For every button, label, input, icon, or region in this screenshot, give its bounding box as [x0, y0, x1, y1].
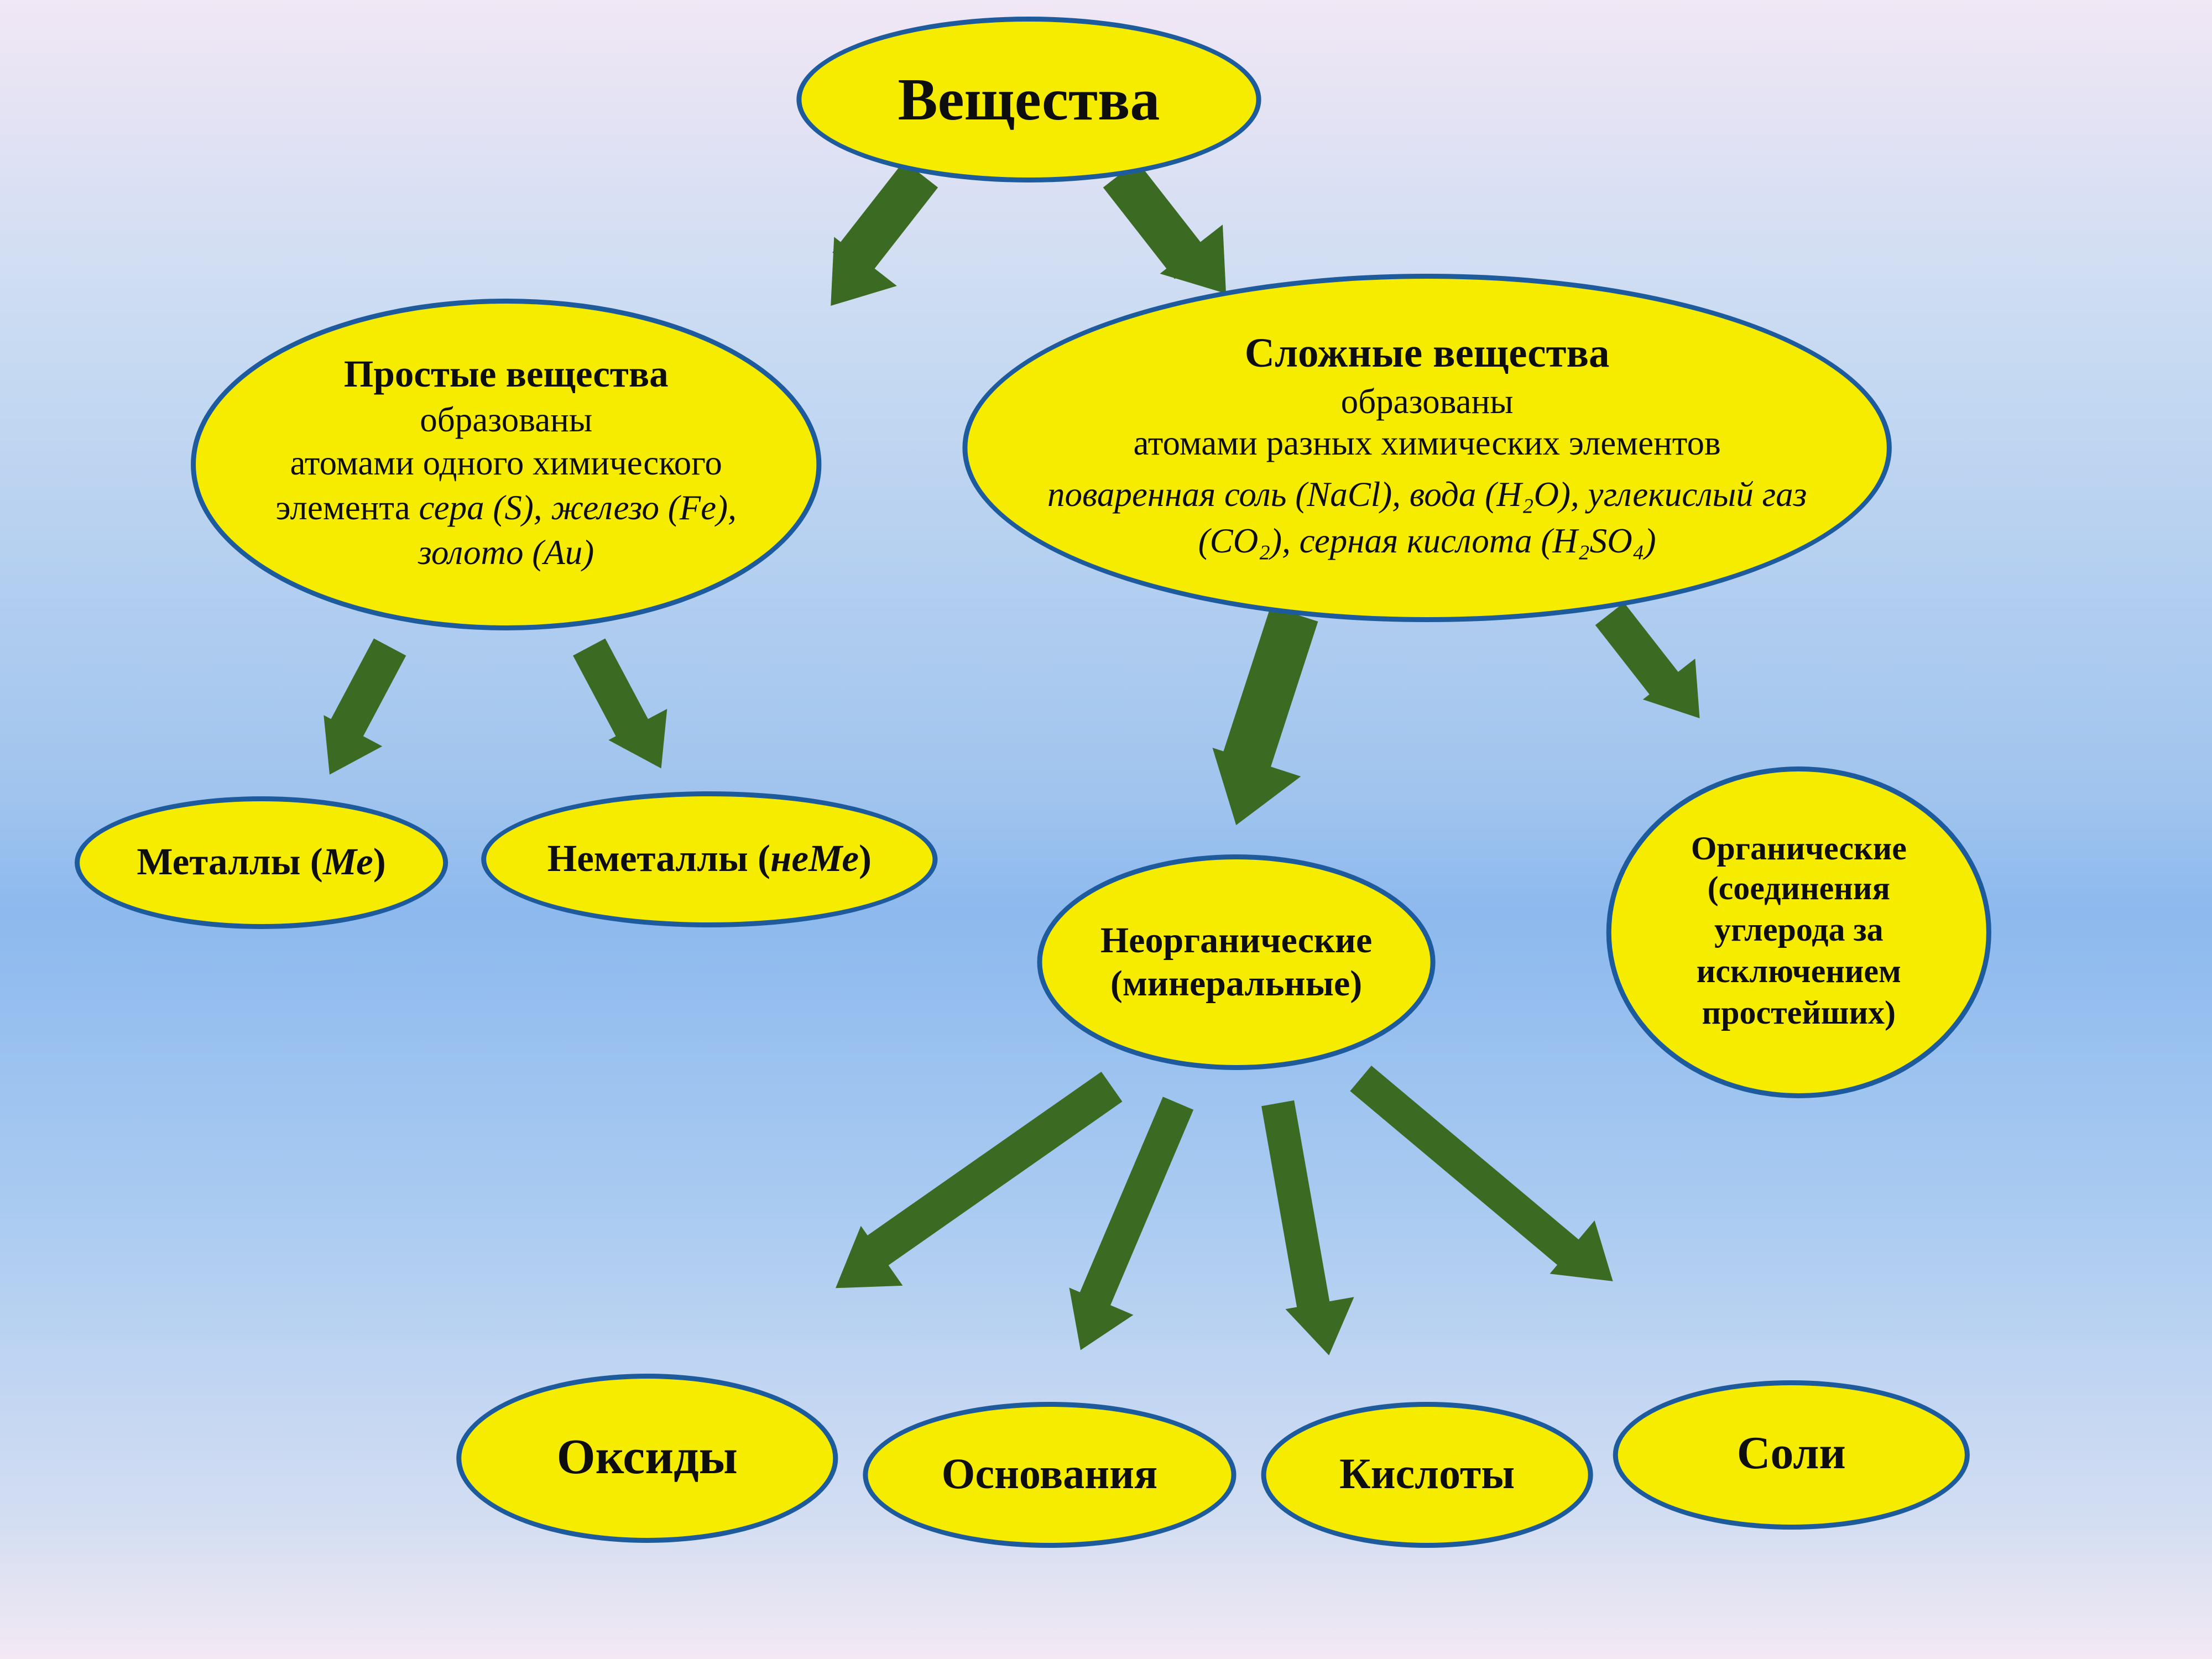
node-oxides-label: Оксиды: [557, 1430, 738, 1486]
node-acids: Кислоты: [1261, 1402, 1593, 1548]
node-inorganic-l2: (минеральные): [1110, 962, 1362, 1005]
node-complex-line1: образованы: [1341, 381, 1514, 422]
node-root-title: Вещества: [898, 65, 1160, 134]
node-complex-title: Сложные вещества: [1245, 331, 1610, 378]
node-inorganic-l1: Неорганические: [1100, 919, 1372, 962]
node-simple: Простые вещества образованы атомами одно…: [191, 299, 821, 630]
node-complex-examples: поваренная соль (NaCl), вода (H₂O), угле…: [1040, 471, 1813, 565]
node-simple-line2: атомами одного химического элемента сера…: [252, 441, 760, 577]
diagram-stage: Вещества Простые вещества образованы ато…: [0, 0, 2212, 1659]
node-metals: Металлы (Ме): [75, 796, 448, 929]
node-organic: Органические (соединения углерода за иск…: [1606, 766, 1991, 1098]
node-bases-label: Основания: [942, 1450, 1158, 1500]
node-nonmetals-label: Неметаллы (неМе): [547, 838, 872, 881]
node-root: Вещества: [796, 17, 1261, 182]
node-nonmetals: Неметаллы (неМе): [481, 791, 937, 927]
node-simple-title: Простые вещества: [344, 353, 669, 396]
node-organic-l2: (соединения углерода за исключением прос…: [1645, 869, 1953, 1035]
node-inorganic: Неорганические (минеральные): [1037, 854, 1435, 1070]
node-acids-label: Кислоты: [1339, 1450, 1515, 1500]
node-complex: Сложные вещества образованы атомами разн…: [962, 274, 1891, 622]
node-bases: Основания: [863, 1402, 1236, 1548]
node-complex-line2: атомами разных химических элементов: [1133, 422, 1720, 464]
node-oxides: Оксиды: [456, 1374, 838, 1543]
node-simple-line1: образованы: [420, 399, 592, 441]
node-organic-l1: Органические: [1691, 831, 1907, 869]
node-simple-examples: сера (S), железо (Fe), золото (Au): [418, 488, 737, 573]
node-salts: Соли: [1613, 1380, 1970, 1530]
node-salts-label: Соли: [1737, 1428, 1846, 1481]
node-metals-label: Металлы (Ме): [137, 841, 385, 884]
